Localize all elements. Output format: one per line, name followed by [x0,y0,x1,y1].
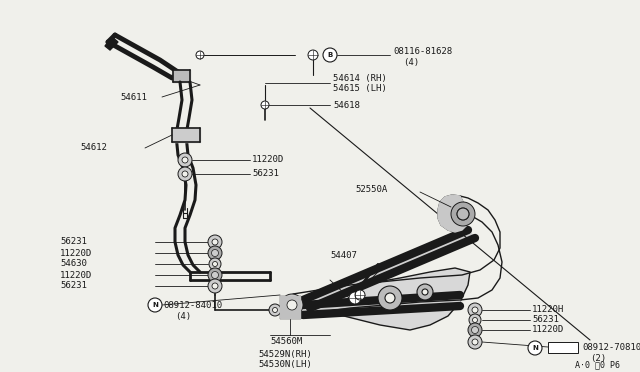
Text: (4): (4) [175,311,191,321]
Text: N: N [532,345,538,351]
Text: 54560M: 54560M [270,337,302,346]
Circle shape [308,50,318,60]
Circle shape [178,167,192,181]
Text: 56231: 56231 [60,237,87,247]
Text: 11220D: 11220D [532,326,564,334]
Polygon shape [105,37,118,50]
Circle shape [287,300,297,310]
Circle shape [209,258,221,270]
Circle shape [208,279,222,293]
Circle shape [196,51,204,59]
Circle shape [472,339,478,345]
Text: 54630: 54630 [60,260,87,269]
Polygon shape [303,295,460,315]
Text: 11220H: 11220H [532,305,564,314]
Text: 08912-84010: 08912-84010 [163,301,222,310]
Circle shape [208,235,222,249]
Circle shape [528,341,542,355]
Circle shape [472,327,479,334]
Text: 54407: 54407 [330,250,357,260]
Polygon shape [438,195,469,232]
Text: 52550A: 52550A [355,186,387,195]
Circle shape [468,323,482,337]
Circle shape [472,317,477,323]
Circle shape [468,335,482,349]
Circle shape [349,292,361,304]
Circle shape [182,157,188,163]
Circle shape [182,171,188,177]
Circle shape [212,239,218,245]
Text: 56231: 56231 [60,282,87,291]
Polygon shape [285,268,470,330]
Text: 54612: 54612 [80,144,107,153]
Circle shape [212,262,218,266]
Text: 54611: 54611 [120,93,147,102]
Text: 56231: 56231 [252,170,279,179]
Circle shape [385,293,395,303]
Circle shape [212,283,218,289]
Text: (2): (2) [590,353,606,362]
Circle shape [469,314,481,326]
Polygon shape [173,70,190,82]
Circle shape [417,284,433,300]
Circle shape [208,268,222,282]
Text: 11220D: 11220D [252,155,284,164]
Text: 54618: 54618 [333,100,360,109]
FancyBboxPatch shape [548,342,578,353]
Circle shape [211,272,218,279]
Circle shape [457,208,469,220]
Polygon shape [172,128,200,142]
Text: 11220D: 11220D [60,248,92,257]
Circle shape [273,308,278,312]
Circle shape [422,289,428,295]
Circle shape [323,48,337,62]
Circle shape [261,101,269,109]
Text: B: B [328,52,333,58]
Circle shape [355,290,365,300]
Circle shape [281,294,303,316]
Circle shape [472,307,478,313]
Circle shape [451,202,475,226]
Circle shape [269,304,281,316]
Text: A·0 ˄0 P6: A·0 ˄0 P6 [575,360,620,369]
Text: 54615 (LH): 54615 (LH) [333,83,387,93]
Text: 11220D: 11220D [60,270,92,279]
Circle shape [468,303,482,317]
Text: N: N [152,302,158,308]
Circle shape [211,250,218,257]
Text: 54614 (RH): 54614 (RH) [333,74,387,83]
Circle shape [178,153,192,167]
Text: 08912-70810: 08912-70810 [582,343,640,353]
Text: 54530N(LH): 54530N(LH) [258,360,312,369]
Polygon shape [303,230,475,308]
Text: (4): (4) [403,58,419,67]
Text: 08116-81628: 08116-81628 [393,48,452,57]
Text: 54529N(RH): 54529N(RH) [258,350,312,359]
Circle shape [208,246,222,260]
Text: 56231: 56231 [532,315,559,324]
Circle shape [378,286,402,310]
Circle shape [457,208,469,220]
Circle shape [148,298,162,312]
Polygon shape [280,296,300,318]
